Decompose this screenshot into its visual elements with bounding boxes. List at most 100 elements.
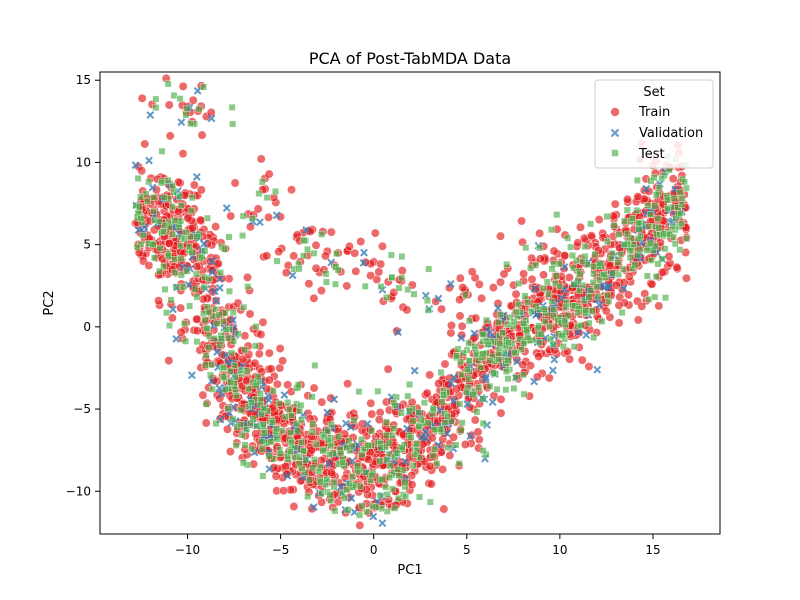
point-validation [193,86,202,95]
point-train [455,295,465,305]
point-test [225,233,233,241]
point-test [322,270,330,278]
point-train [473,427,483,437]
y-tick-label: −10 [66,484,91,498]
point-test [390,425,398,432]
point-test [394,465,402,473]
point-test [183,267,191,275]
point-validation [369,512,378,521]
point-test [221,245,228,253]
point-test [466,317,473,325]
point-train [601,306,611,316]
point-train [197,130,207,140]
point-test [570,343,578,351]
point-test [647,256,655,264]
point-test [176,95,184,103]
point-test [181,235,188,243]
point-test [609,269,617,277]
point-test [228,349,235,357]
point-test [302,456,310,464]
point-train [317,286,326,296]
point-test [298,416,305,424]
chart-title: PCA of Post-TabMDA Data [309,49,511,68]
point-train [192,314,202,324]
point-test [573,256,580,264]
point-test [144,197,151,205]
point-test [198,253,206,261]
plot-frame [99,71,721,535]
point-test [309,420,317,428]
point-test [387,251,395,259]
point-test [455,460,463,468]
point-test [661,245,669,253]
point-test [558,332,566,339]
point-test [160,194,168,201]
point-train [307,445,317,455]
point-test [395,495,402,502]
point-train [283,380,293,390]
point-test [605,297,613,305]
point-test [200,283,208,291]
point-test [243,426,250,433]
point-test [170,92,178,99]
point-validation [208,376,216,385]
point-train [374,415,384,425]
point-test [388,273,396,281]
point-test [682,184,690,192]
point-validation [229,316,237,324]
point-validation [434,294,443,303]
point-train [311,240,321,250]
point-test [576,270,584,278]
point-test [465,357,473,365]
point-test [348,442,356,450]
point-test [139,232,147,239]
point-test [646,239,654,247]
point-validation [449,396,458,405]
point-test [587,220,595,228]
point-train [289,251,299,261]
point-test [537,330,545,338]
point-test [346,480,353,488]
y-tick-label: 0 [83,320,91,334]
y-tick-label: 10 [76,155,91,169]
point-test [510,349,518,356]
point-test [356,511,364,519]
point-validation [421,427,430,436]
point-test [585,319,593,327]
point-test [202,361,210,369]
point-validation [323,408,332,417]
point-test [287,448,294,456]
point-test [177,271,185,279]
point-test [416,493,423,501]
point-validation [216,274,224,283]
point-test [265,452,273,460]
point-test [252,342,259,350]
point-test [562,303,570,311]
point-validation [403,424,411,433]
point-train [519,269,529,279]
point-test [183,105,191,113]
point-test [149,241,157,249]
point-test [216,341,224,349]
point-validation [463,400,472,408]
point-test [182,337,189,345]
point-train [449,432,458,442]
point-test [407,434,415,442]
point-test [515,301,523,308]
point-train [539,270,548,280]
point-test [203,214,211,222]
point-test [295,460,303,468]
point-test [186,302,194,310]
point-test [200,83,207,91]
point-validation [207,114,216,123]
point-test [331,507,339,515]
point-test [167,296,175,304]
point-test [678,220,685,227]
point-test [165,252,172,260]
point-test [169,182,176,190]
point-train [183,213,193,223]
point-test [495,319,503,326]
x-axis-label: PC1 [397,563,422,578]
point-train [192,326,202,336]
point-test [228,103,236,111]
